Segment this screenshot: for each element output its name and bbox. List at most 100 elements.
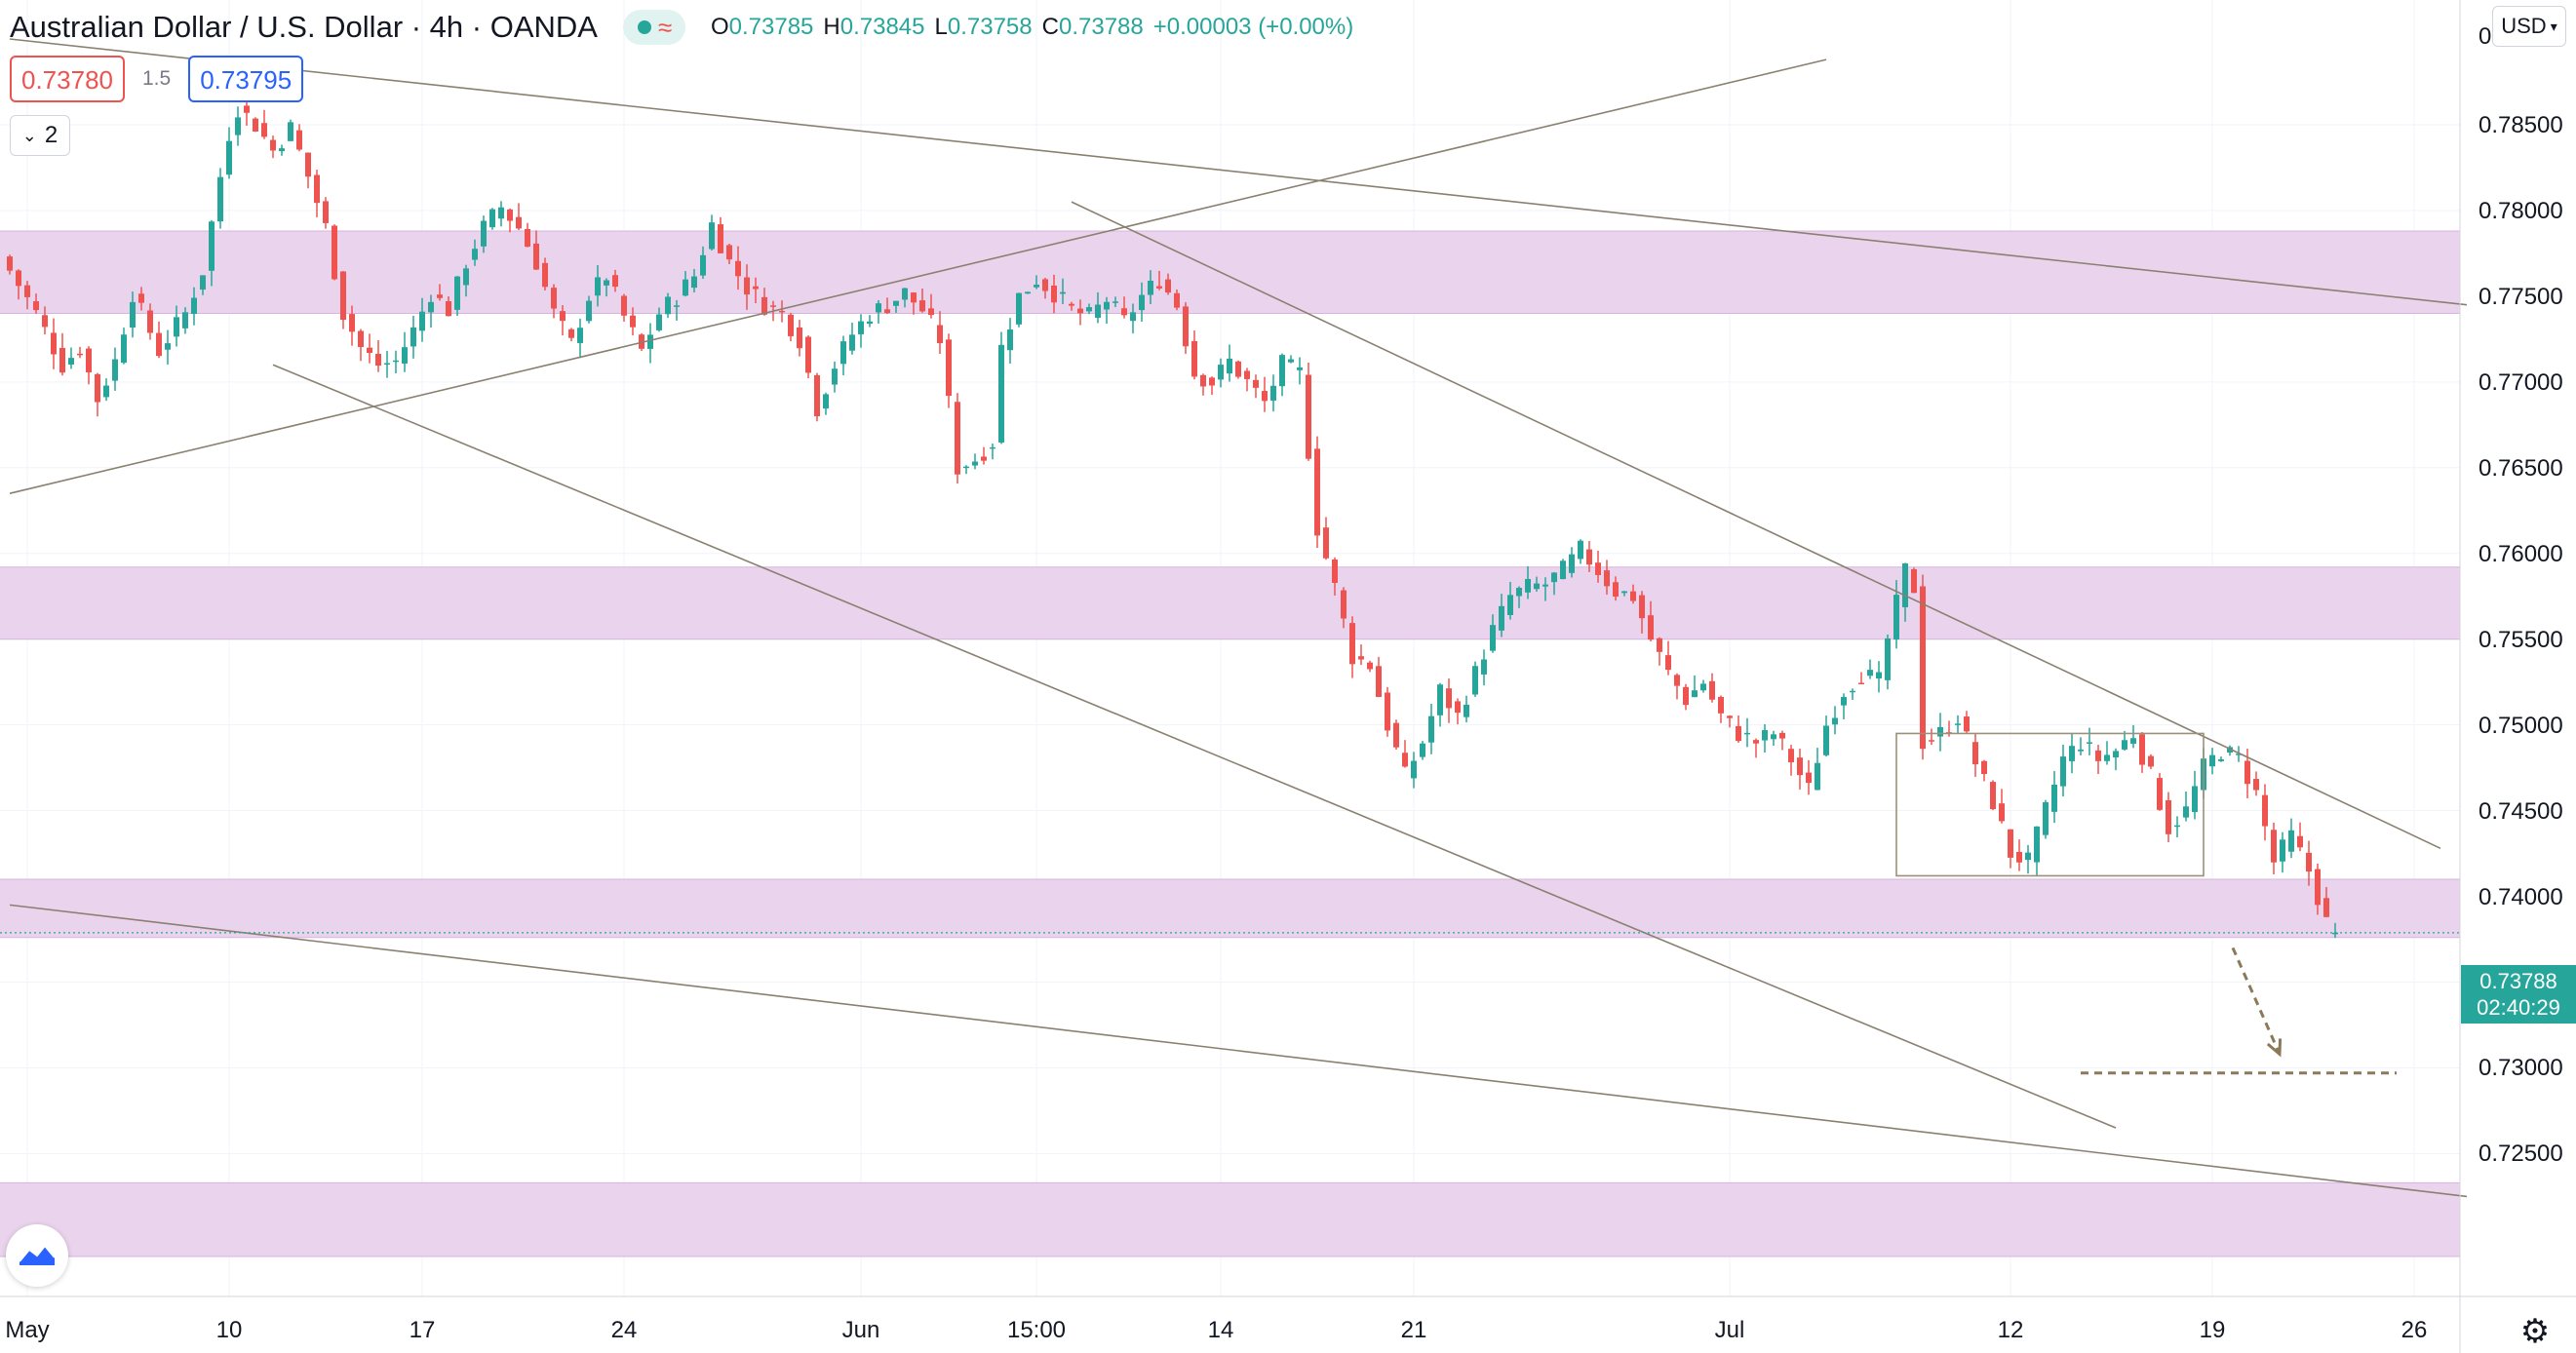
zone-band	[0, 878, 2460, 938]
candle-body	[2297, 835, 2303, 848]
candle-body	[1753, 740, 1759, 744]
candle-body	[1314, 448, 1320, 536]
candle-body	[2051, 784, 2057, 812]
current-price-tag: 0.73788 02:40:29	[2461, 965, 2576, 1024]
candle-body	[551, 288, 557, 309]
candle-body	[1999, 803, 2005, 822]
candle-body	[735, 260, 741, 277]
candle-body	[2148, 755, 2154, 767]
candle-body	[1815, 762, 1820, 791]
tradingview-logo-button[interactable]	[6, 1224, 68, 1287]
candle-body	[805, 336, 811, 373]
candle-body	[138, 293, 144, 303]
candle-body	[612, 275, 618, 288]
candle-body	[533, 243, 539, 270]
candle-body	[595, 277, 601, 296]
price-tick-label: 0.73000	[2478, 1055, 2563, 1082]
price-tick-label: 0.75000	[2478, 712, 2563, 739]
chevron-down-icon: ▾	[2550, 18, 2557, 34]
candle-body	[156, 332, 162, 357]
candle-body	[1464, 704, 1469, 717]
candle-body	[402, 347, 408, 364]
candle-body	[1595, 562, 1601, 575]
candle-body	[2122, 740, 2127, 750]
candle-body	[1446, 688, 1452, 709]
candle-body	[1516, 588, 1522, 597]
candle-body	[340, 271, 346, 321]
legend-bar: Australian Dollar / U.S. Dollar · 4h · O…	[10, 6, 1353, 49]
candle-body	[446, 300, 451, 317]
candle-body	[568, 329, 574, 338]
price-tick-label-partial: 0	[2478, 23, 2492, 50]
spread-value: 1.5	[141, 67, 172, 90]
candle-body	[103, 385, 109, 398]
sell-button[interactable]: 0.73780	[10, 56, 125, 102]
candle-body	[1235, 361, 1241, 377]
candle-body	[1358, 656, 1364, 660]
candle-body	[1455, 701, 1461, 714]
candle-body	[1104, 301, 1110, 310]
candle-body	[1542, 584, 1548, 587]
candle-body	[990, 446, 995, 449]
candle-body	[112, 359, 118, 381]
currency-select[interactable]: USD ▾	[2492, 6, 2566, 47]
candle-body	[1709, 680, 1715, 700]
candle-body	[42, 315, 48, 328]
time-tick-label: Jun	[841, 1317, 880, 1343]
candle-body	[1674, 675, 1680, 686]
candle-body	[1867, 670, 1873, 676]
candle-body	[1885, 638, 1891, 680]
candle-body	[1095, 304, 1101, 319]
candle-body	[1025, 291, 1031, 294]
candle-body	[998, 344, 1004, 443]
candle-body	[1077, 308, 1083, 314]
candle-body	[1279, 355, 1285, 387]
candle-body	[1244, 370, 1250, 379]
candle-body	[2078, 749, 2084, 752]
candle-body	[639, 334, 644, 349]
candle-body	[1376, 666, 1382, 698]
price-tick-label: 0.78500	[2478, 111, 2563, 138]
candle-body	[1183, 306, 1189, 347]
candle-body	[2306, 852, 2312, 872]
candle-body	[840, 341, 846, 365]
status-indicator[interactable]: ≈	[622, 10, 685, 45]
candle-body	[753, 286, 759, 290]
chart-settings-gear-icon[interactable]: ⚙	[2519, 1313, 2551, 1350]
candle-body	[1007, 329, 1013, 351]
candle-body	[621, 295, 627, 316]
candle-body	[1165, 279, 1171, 293]
candle-body	[7, 256, 13, 271]
candle-body	[2069, 746, 2075, 761]
candle-body	[1850, 690, 1855, 693]
candle-body	[367, 347, 372, 354]
candle-body	[95, 373, 100, 403]
candle-body	[270, 139, 276, 151]
candle-body	[1797, 757, 1803, 776]
candle-body	[919, 300, 925, 312]
candle-body	[1648, 615, 1654, 640]
market-open-dot-icon	[637, 20, 651, 34]
symbol-title[interactable]: Australian Dollar / U.S. Dollar · 4h · O…	[10, 10, 598, 44]
candle-body	[314, 174, 320, 204]
candle-body	[1297, 367, 1303, 370]
candle-body	[1665, 655, 1671, 671]
candle-body	[1990, 782, 1996, 810]
buy-button[interactable]: 0.73795	[188, 56, 304, 102]
candle-body	[1288, 359, 1294, 363]
candle-body	[226, 140, 232, 175]
candle-body	[2236, 754, 2242, 755]
trendline-ascending	[9, 58, 1827, 494]
candle-body	[1218, 365, 1224, 380]
consolidation-box	[1895, 732, 2205, 877]
price-tick-label: 0.74000	[2478, 883, 2563, 910]
time-tick-label: May	[5, 1317, 50, 1343]
candle-body	[2025, 852, 2031, 861]
candle-body	[1639, 595, 1645, 619]
candle-body	[1481, 659, 1487, 675]
indicators-collapse-button[interactable]: ⌄ 2	[10, 115, 70, 156]
candle-body	[963, 466, 969, 469]
candle-body	[1253, 379, 1259, 388]
candle-body	[498, 207, 504, 219]
